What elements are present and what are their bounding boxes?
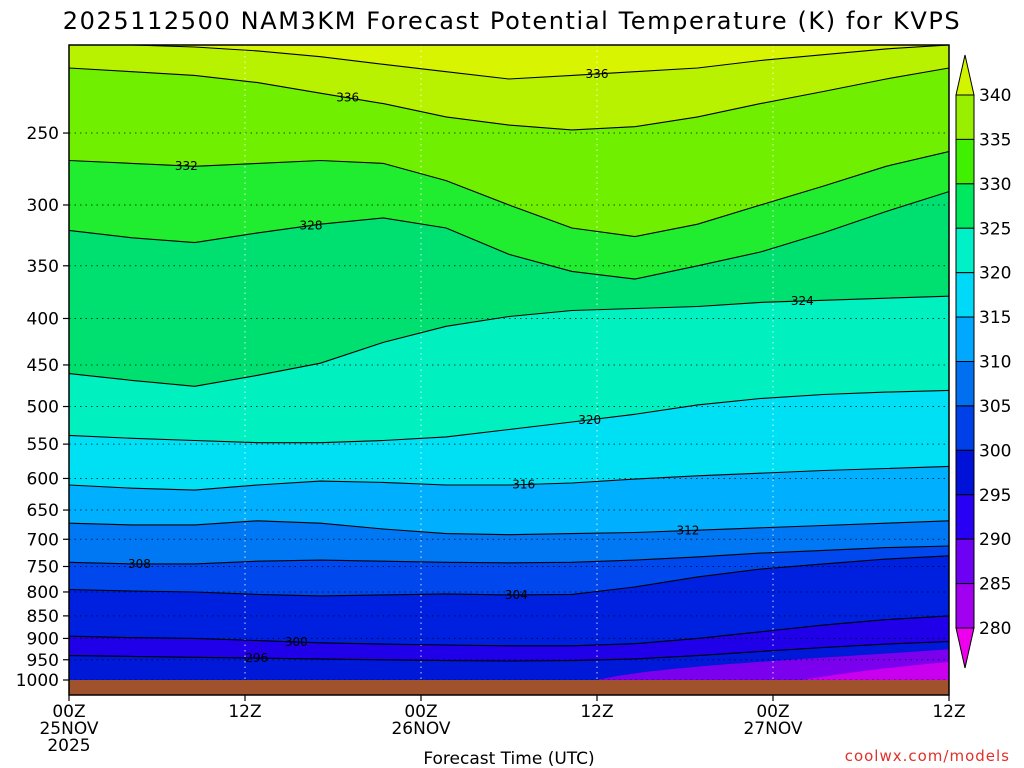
contour-332 (69, 150, 949, 238)
colorbar-segment (955, 361, 975, 407)
x-axis-title: Forecast Time (UTC) (423, 749, 594, 768)
contour-label-296: 296 (245, 651, 268, 665)
contour-324 (69, 295, 949, 387)
colorbar-label-325: 325 (979, 219, 1011, 239)
colorbar-segment (955, 538, 975, 585)
colorbar-label-335: 335 (979, 130, 1011, 150)
xtick-label-0-0: 00Z (52, 702, 85, 722)
xtick-label-0-2: 2025 (47, 736, 90, 756)
ytick-label-950: 950 (27, 651, 59, 671)
band-cold-core (802, 661, 949, 680)
colorbar-label-320: 320 (979, 264, 1011, 284)
colorbar-segment (955, 316, 975, 363)
ytick-label-600: 600 (27, 469, 59, 489)
contour-label-332: 332 (175, 159, 198, 173)
contour-label-324: 324 (791, 294, 814, 308)
xtick-label-24-1: 26NOV (391, 719, 450, 739)
chart-title: 2025112500 NAM3KM Forecast Potential Tem… (63, 7, 962, 35)
contour-304 (69, 555, 949, 597)
ytick-label-850: 850 (27, 607, 59, 627)
ytick-label-500: 500 (27, 398, 59, 418)
ytick-label-450: 450 (27, 356, 59, 376)
xtick-label-24-0: 00Z (404, 702, 437, 722)
xtick-label-36-0: 12Z (580, 702, 613, 722)
contour-label-316: 316 (512, 478, 535, 492)
band-above-336 (69, 45, 949, 130)
contour-308 (69, 545, 949, 565)
colorbar-label-280: 280 (979, 619, 1011, 639)
color-fill-bands (69, 45, 949, 695)
ground-surface (69, 680, 949, 695)
xtick-label-48-1: 27NOV (743, 719, 802, 739)
y-axis-ticks: 2503003504004505005506006507007508008509… (16, 124, 69, 691)
contour-label-320: 320 (578, 413, 601, 427)
contour-336 (69, 45, 949, 80)
ytick-label-650: 650 (27, 501, 59, 521)
colorbar-segment (955, 449, 975, 496)
colorbar-segment (955, 138, 975, 185)
contour-label-336: 336 (336, 91, 359, 105)
contour-label-300: 300 (285, 635, 308, 649)
ytick-label-550: 550 (27, 435, 59, 455)
contour-labels: 296 300 304 308 312 316 320 324 328 332 336 336 (128, 67, 814, 665)
colorbar-segment (955, 272, 975, 318)
colorbar-cap-bottom (955, 627, 975, 669)
colorbar: 340 335 330 325 320 315 310 305 300 295 290 285 280 (955, 54, 1011, 669)
xtick-label-0-1: 25NOV (39, 719, 98, 739)
contour-316 (69, 465, 949, 491)
colorbar-label-330: 330 (979, 175, 1011, 195)
colorbar-label-315: 315 (979, 308, 1011, 328)
contour-label-336: 336 (586, 67, 609, 81)
colorbar-segment (955, 405, 975, 451)
ytick-label-700: 700 (27, 530, 59, 550)
ytick-label-300: 300 (27, 196, 59, 216)
colorbar-label-305: 305 (979, 397, 1011, 417)
xtick-label-60-0: 12Z (932, 702, 965, 722)
colorbar-segment (955, 183, 975, 229)
contour-336 (69, 67, 949, 131)
colorbar-segment (955, 94, 975, 140)
ytick-label-250: 250 (27, 124, 59, 144)
contour-296 (69, 640, 949, 662)
colorbar-segment (955, 227, 975, 274)
colorbar-label-340: 340 (979, 86, 1011, 106)
colorbar-segment (955, 494, 975, 540)
ytick-label-400: 400 (27, 309, 59, 329)
colorbar-label-285: 285 (979, 575, 1011, 595)
credit-text: coolwx.com/models (845, 747, 1010, 765)
plot-frame (68, 44, 950, 696)
colorbar-cap-top (955, 54, 975, 96)
colorbar-label-300: 300 (979, 441, 1011, 461)
colorbar-label-290: 290 (979, 530, 1011, 550)
contour-lines (69, 45, 949, 662)
ytick-label-750: 750 (27, 557, 59, 577)
colorbar-label-310: 310 (979, 353, 1011, 373)
colorbar-label-295: 295 (979, 486, 1011, 506)
contour-label-312: 312 (676, 524, 699, 538)
ytick-label-1000: 1000 (16, 671, 59, 691)
contour-label-304: 304 (505, 588, 528, 602)
contour-label-328: 328 (300, 219, 323, 233)
contour-320 (69, 389, 949, 444)
contour-312 (69, 520, 949, 536)
xtick-label-12-0: 12Z (228, 702, 261, 722)
ytick-label-350: 350 (27, 257, 59, 277)
contour-328 (69, 191, 949, 280)
contour-label-308: 308 (128, 557, 151, 571)
ytick-label-800: 800 (27, 583, 59, 603)
ytick-label-900: 900 (27, 629, 59, 649)
contour-300 (69, 615, 949, 647)
xtick-label-48-0: 00Z (756, 702, 789, 722)
colorbar-segment (955, 583, 975, 629)
